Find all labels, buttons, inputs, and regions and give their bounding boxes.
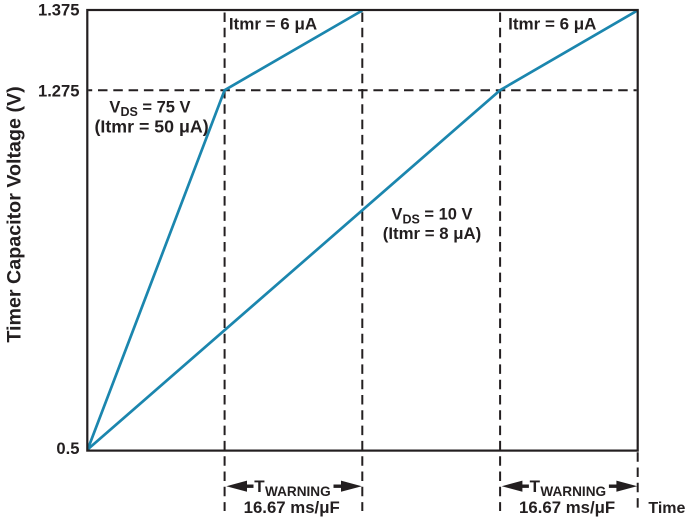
svg-text:(Itmr = 8 μA): (Itmr = 8 μA) bbox=[383, 224, 481, 243]
svg-text:WARNING: WARNING bbox=[265, 484, 331, 499]
svg-text:Itmr = 6 μA: Itmr = 6 μA bbox=[229, 14, 317, 33]
svg-text:T: T bbox=[254, 477, 265, 496]
svg-text:16.67 ms/μF: 16.67 ms/μF bbox=[519, 498, 615, 517]
svg-text:1.275: 1.275 bbox=[38, 81, 80, 100]
svg-text:T: T bbox=[530, 477, 541, 496]
svg-text:Timer Capacitor Voltage (V): Timer Capacitor Voltage (V) bbox=[4, 86, 26, 342]
svg-text:(Itmr = 50 μA): (Itmr = 50 μA) bbox=[95, 116, 209, 136]
svg-text:Time: Time bbox=[648, 500, 685, 517]
svg-text:Itmr = 6 μA: Itmr = 6 μA bbox=[508, 14, 596, 33]
svg-text:WARNING: WARNING bbox=[540, 484, 606, 499]
svg-text:1.375: 1.375 bbox=[38, 1, 80, 20]
svg-text:0.5: 0.5 bbox=[56, 439, 79, 458]
svg-text:16.67 ms/μF: 16.67 ms/μF bbox=[244, 498, 340, 517]
